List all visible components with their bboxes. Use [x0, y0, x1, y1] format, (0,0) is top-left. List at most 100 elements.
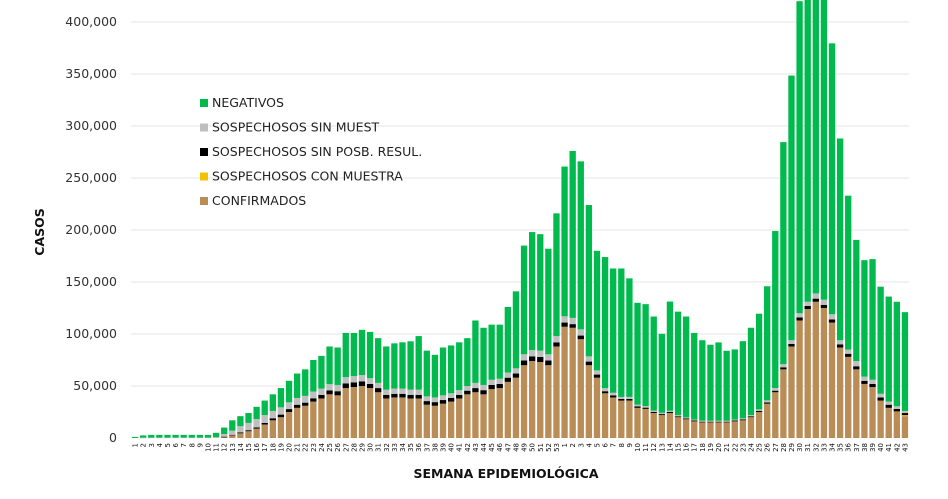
bar-segment: [861, 380, 868, 384]
bar-stack: [528, 232, 536, 438]
bar-segment: [666, 413, 674, 438]
bar-stack: [820, 0, 828, 438]
bar-stack: [650, 316, 657, 438]
x-tick-label: 33: [820, 443, 828, 452]
x-tick-label: 17: [261, 443, 269, 452]
bar-segment: [764, 402, 771, 404]
bar-segment: [334, 347, 341, 385]
bar-segment: [658, 414, 665, 416]
bar-segment: [715, 342, 722, 421]
bar-segment: [431, 354, 439, 398]
x-tick-label: 42: [464, 443, 472, 452]
bar-segment: [901, 415, 909, 417]
bar-segment: [610, 392, 617, 396]
bar-segment: [796, 313, 803, 318]
bar-segment: [342, 377, 349, 384]
bar-segment: [415, 336, 422, 390]
bar-stack: [585, 205, 593, 438]
bar-segment: [901, 410, 909, 414]
bar-stack: [885, 296, 892, 438]
bar-segment: [569, 317, 576, 325]
bar-segment: [836, 347, 844, 438]
bar-stack: [196, 434, 204, 439]
bar-segment: [229, 420, 236, 431]
bar-stack: [634, 302, 641, 438]
bar-segment: [820, 299, 828, 305]
bar-segment: [853, 369, 860, 438]
bar-stack: [431, 354, 439, 438]
x-tick-label: 37: [423, 443, 431, 452]
x-tick-label: 3: [148, 443, 156, 447]
x-tick-label: 23: [739, 443, 747, 452]
bar-segment: [845, 349, 852, 354]
bar-segment: [326, 390, 333, 395]
bar-segment: [739, 341, 747, 419]
bar-segment: [375, 382, 382, 389]
bar-stack: [626, 278, 633, 438]
bar-segment: [496, 324, 503, 379]
bar-segment: [723, 350, 730, 421]
bar-segment: [318, 355, 325, 389]
bar-stack: [682, 316, 690, 438]
bar-segment: [869, 379, 876, 384]
x-tick-label: 8: [618, 443, 626, 447]
bar-segment: [715, 420, 722, 422]
bar-segment: [399, 397, 406, 438]
bar-segment: [423, 401, 430, 405]
bar-segment: [431, 405, 439, 438]
bar-segment: [650, 410, 657, 412]
x-tick-label: 35: [837, 443, 845, 452]
bar-segment: [893, 408, 901, 412]
bar-segment: [261, 400, 268, 416]
bar-segment: [464, 394, 471, 438]
bar-segment: [796, 317, 803, 321]
bar-segment: [221, 436, 228, 438]
bar-segment: [326, 394, 333, 438]
x-tick-label: 11: [213, 443, 221, 452]
bar-segment: [537, 362, 544, 438]
bar-segment: [577, 329, 584, 336]
bar-stack: [164, 434, 171, 439]
bar-segment: [302, 395, 309, 403]
y-tick-label: 250,000: [65, 170, 117, 185]
x-tick-label: 17: [691, 443, 699, 452]
x-tick-label: 19: [277, 443, 285, 452]
bar-segment: [439, 400, 447, 404]
bar-segment: [642, 406, 649, 408]
bar-segment: [512, 377, 520, 438]
bar-segment: [358, 375, 366, 382]
bar-stack: [577, 161, 584, 438]
bar-segment: [861, 260, 868, 377]
bar-stack: [212, 432, 220, 438]
x-tick-label: 40: [877, 443, 885, 452]
bar-stack: [269, 394, 276, 438]
bar-segment: [747, 416, 755, 418]
bar-stack: [358, 329, 366, 438]
bar-segment: [610, 397, 617, 438]
x-tick-label: 1: [132, 443, 140, 447]
bar-segment: [464, 390, 471, 395]
x-tick-label: 27: [342, 443, 350, 452]
bar-segment: [593, 374, 601, 378]
bar-segment: [804, 309, 811, 438]
bar-segment: [318, 394, 325, 399]
bar-segment: [699, 420, 706, 422]
bar-segment: [666, 301, 674, 411]
bar-segment: [561, 322, 568, 327]
bar-segment: [545, 248, 552, 355]
x-tick-label: 48: [512, 443, 520, 452]
bar-stack: [601, 257, 609, 438]
bar-segment: [293, 407, 301, 438]
bar-segment: [537, 234, 544, 351]
bar-segment: [391, 388, 398, 394]
bar-segment: [845, 195, 852, 350]
bar-segment: [237, 433, 244, 438]
bar-segment: [585, 356, 593, 362]
x-tick-label: 1: [561, 443, 569, 447]
bar-stack: [545, 248, 552, 438]
bar-segment: [447, 401, 455, 438]
bar-segment: [593, 370, 601, 375]
bar-segment: [545, 354, 552, 361]
bar-stack: [391, 343, 398, 438]
bar-segment: [399, 388, 406, 394]
